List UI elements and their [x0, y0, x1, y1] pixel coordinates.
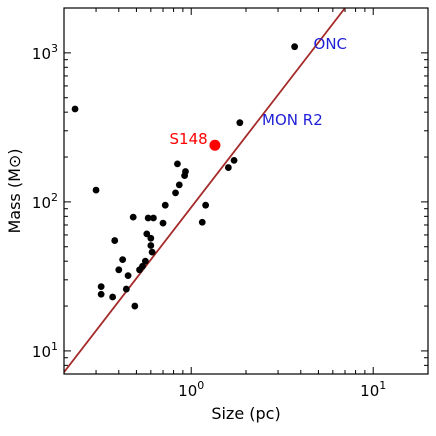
plot-background [64, 8, 428, 374]
data-point [109, 293, 117, 301]
data-point [230, 156, 238, 164]
plot-frame [63, 7, 429, 375]
data-point [150, 214, 157, 222]
y-tick-label: 103 [32, 42, 58, 63]
data-point [202, 201, 210, 209]
x-tick-label: 100 [178, 379, 204, 400]
data-point [224, 164, 232, 171]
data-point [198, 218, 206, 226]
data-point [71, 105, 79, 113]
data-point [115, 266, 123, 274]
data-point [97, 290, 105, 298]
data-point [159, 219, 167, 227]
data-point [141, 257, 149, 265]
annotation-label: ONC [314, 35, 348, 53]
data-point [148, 248, 156, 256]
data-point [147, 234, 155, 242]
data-point [144, 214, 152, 222]
data-point [182, 168, 189, 175]
data-point [92, 186, 100, 194]
data-point [97, 283, 105, 291]
y-tick-label: 102 [32, 191, 58, 212]
data-point [111, 237, 119, 244]
data-point [161, 201, 169, 209]
data-point [131, 302, 139, 310]
tick-labels: 100 101 101 102 103 [32, 42, 386, 400]
data-point [139, 262, 146, 270]
annotation-label: S148 [170, 130, 208, 148]
data-point [122, 285, 130, 293]
data-point [124, 272, 132, 280]
annotations: ONC MON R2 S148 [170, 35, 348, 148]
x-axis-label: Size (pc) [211, 404, 280, 423]
data-point [174, 160, 181, 168]
data-point [175, 181, 183, 189]
data-point [129, 213, 137, 221]
y-tick-label: 101 [32, 340, 58, 361]
annotation-label: MON R2 [262, 111, 323, 129]
data-point [236, 119, 244, 127]
data-point [291, 43, 299, 51]
s148-highlight-point [209, 139, 221, 151]
fit-line [64, 8, 346, 373]
data-points [71, 43, 299, 310]
data-point [143, 230, 151, 238]
x-tick-label: 101 [360, 379, 386, 400]
y-axis-label: Mass (M⊙) [5, 148, 24, 233]
data-point [172, 189, 179, 197]
data-point [147, 242, 155, 249]
data-point [119, 256, 127, 263]
